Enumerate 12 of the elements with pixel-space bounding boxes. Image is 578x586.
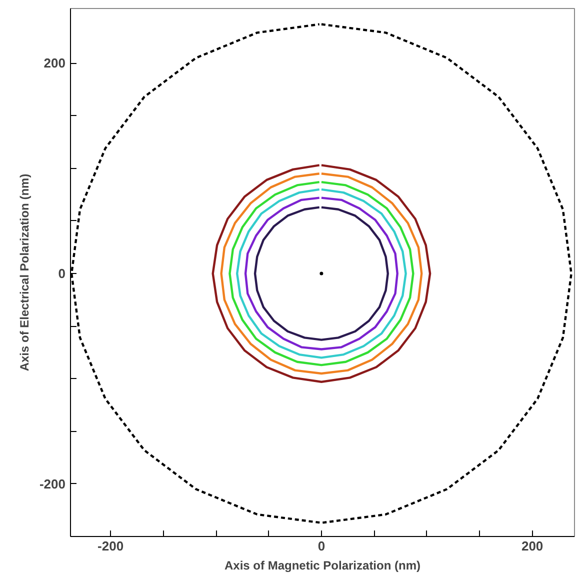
- line-series: [244, 196, 398, 350]
- line-series: [236, 188, 407, 359]
- y-tick-label: 0: [58, 266, 66, 282]
- y-tick-label: 200: [44, 56, 66, 71]
- x-tick-label: -200: [98, 538, 124, 554]
- line-series: [228, 180, 414, 366]
- x-axis-title: Axis of Magnetic Polarization (nm): [224, 558, 421, 572]
- x-tick-label: 0: [318, 538, 326, 554]
- y-tick-label: -200: [39, 476, 66, 492]
- y-axis-title: Axis of Electrical Polarization (nm): [17, 174, 32, 372]
- line-series: [254, 206, 389, 341]
- x-tick-label: 200: [521, 538, 544, 554]
